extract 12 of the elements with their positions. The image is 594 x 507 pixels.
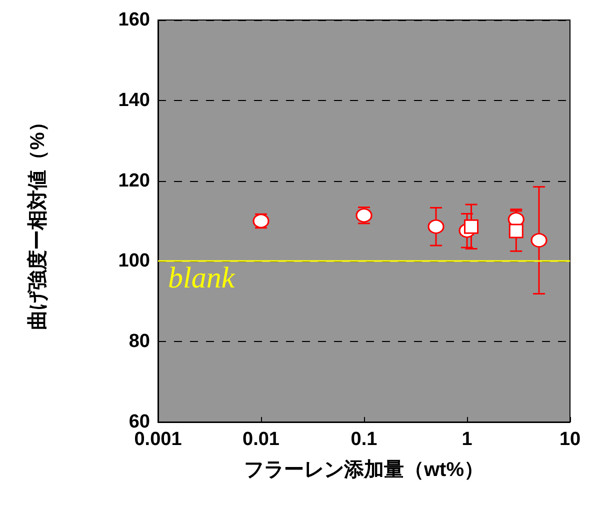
- ref-line-label: blank: [168, 262, 236, 295]
- x-axis-title: フラーレン添加量（wt%）: [244, 459, 484, 481]
- x-tick-label: 0.01: [242, 429, 280, 450]
- y-tick-label: 140: [118, 90, 150, 111]
- y-tick-label: 100: [118, 250, 150, 272]
- x-tick-label: 0.1: [350, 429, 378, 450]
- y-tick-label: 80: [128, 331, 150, 352]
- x-tick-label: 1: [462, 429, 473, 450]
- y-tick-label: 160: [118, 10, 150, 30]
- y-axis-title: 曲げ強度ー相対値（%）: [26, 112, 49, 330]
- x-tick-label: 10: [559, 429, 581, 450]
- y-tick-label: 120: [118, 170, 150, 192]
